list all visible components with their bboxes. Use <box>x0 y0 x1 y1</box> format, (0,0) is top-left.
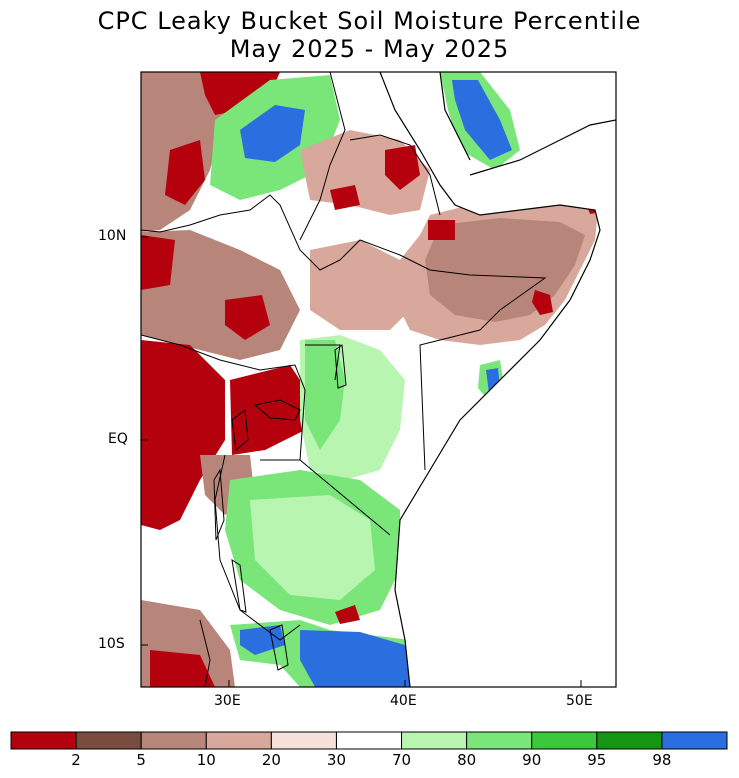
colorbar-label: 20 <box>261 751 281 769</box>
colorbar-swatch <box>466 731 533 750</box>
colorbar-label: 30 <box>326 751 346 769</box>
colorbar-label: 2 <box>71 751 81 769</box>
colorbar-swatch <box>531 731 598 750</box>
colorbar-swatch <box>10 731 77 750</box>
ocean-indian <box>395 72 616 687</box>
region-sudan-extreme-w <box>165 140 205 205</box>
region-tanzania-extreme <box>335 605 360 624</box>
lakes <box>213 344 347 671</box>
colorbar-swatch <box>205 731 272 750</box>
region-south-ethiopia-dry <box>310 240 420 330</box>
colorbar-label: 98 <box>652 751 672 769</box>
colorbar-label: 10 <box>196 751 216 769</box>
country-borders <box>141 72 547 687</box>
region-eritrea-very-wet <box>452 80 512 160</box>
region-ethiopia-extreme-1 <box>330 185 360 210</box>
x-tick-50e: 50E <box>566 693 593 709</box>
ocean-red-sea <box>380 72 470 185</box>
colorbar-swatch <box>140 731 207 750</box>
region-car-extreme <box>141 235 175 290</box>
region-rift-wet <box>305 340 345 450</box>
colorbar-swatch <box>335 731 403 750</box>
map-frame <box>140 71 617 688</box>
x-tick-40e: 40E <box>390 693 417 709</box>
region-zambia-extreme <box>150 650 215 687</box>
region-somalia-extreme <box>532 290 553 315</box>
colorbar-label: 95 <box>587 751 607 769</box>
colorbar-label: 80 <box>457 751 477 769</box>
region-uganda-extreme <box>230 365 310 455</box>
region-drc-extreme <box>141 340 225 530</box>
coastlines <box>379 72 616 687</box>
colorbar-swatch <box>270 731 337 750</box>
colorbar-swatch <box>661 731 728 750</box>
colorbar-label: 5 <box>136 751 146 769</box>
title-line-2: May 2025 - May 2025 <box>229 35 510 63</box>
region-mozambique-very-wet <box>300 630 410 687</box>
colorbar-swatch <box>401 731 468 750</box>
region-ethiopia-extreme-2 <box>385 145 420 190</box>
x-tick-30e: 30E <box>214 693 241 709</box>
region-sudan-very-wet <box>240 105 305 162</box>
colorbar-label: 70 <box>391 751 412 769</box>
region-horn-extreme <box>428 220 455 240</box>
colorbar-label: 90 <box>522 751 542 769</box>
title-line-1: CPC Leaky Bucket Soil Moisture Percentil… <box>97 7 642 35</box>
axis-ticks <box>141 236 582 687</box>
region-south-sudan-extreme <box>225 295 270 340</box>
map-field <box>141 72 616 687</box>
region-tanzania-moist <box>250 495 375 600</box>
y-tick-eq: EQ <box>108 431 128 447</box>
region-sudan-extreme-n <box>200 72 280 115</box>
y-tick-10s: 10S <box>98 636 125 652</box>
colorbar-swatch <box>596 731 663 750</box>
y-tick-10n: 10N <box>98 228 127 244</box>
colorbar-swatch <box>75 731 142 750</box>
